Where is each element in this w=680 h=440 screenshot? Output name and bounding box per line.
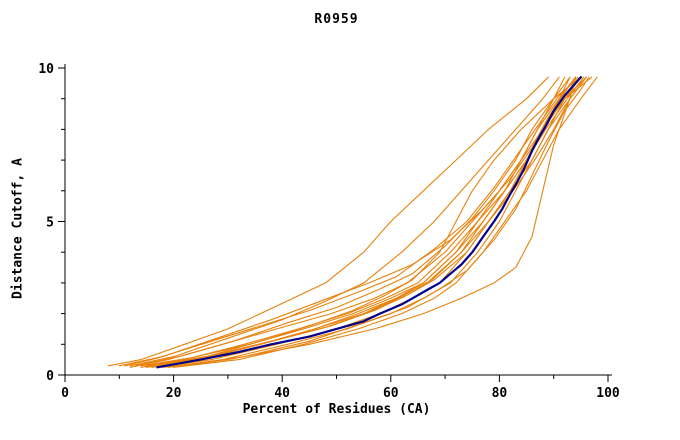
- series-line-model: [151, 76, 587, 368]
- series-line-model: [151, 76, 587, 367]
- series-line-model: [124, 76, 579, 367]
- series-line-model: [129, 76, 571, 368]
- y-tick-label: 5: [46, 216, 54, 231]
- x-tick-label: 60: [383, 386, 399, 401]
- series-line-model: [167, 76, 582, 368]
- series-line-model: [107, 76, 549, 367]
- x-tick-label: 20: [166, 386, 182, 401]
- x-tick-label: 40: [274, 386, 290, 401]
- y-tick-label: 10: [38, 62, 54, 77]
- y-tick-label: 0: [46, 369, 54, 384]
- x-tick-label: 0: [61, 386, 69, 401]
- series-line-model: [140, 76, 585, 367]
- series-line-model: [129, 76, 560, 367]
- x-tick-label: 80: [492, 386, 508, 401]
- chart-title: R0959: [314, 12, 359, 27]
- x-axis-label: Percent of Residues (CA): [242, 402, 431, 417]
- series-line-model: [183, 76, 590, 367]
- series-line-model: [173, 76, 598, 368]
- series-line-model: [118, 76, 576, 367]
- series-line-reference: [156, 76, 583, 369]
- series-line-model: [162, 76, 576, 368]
- x-tick-label: 100: [596, 386, 620, 401]
